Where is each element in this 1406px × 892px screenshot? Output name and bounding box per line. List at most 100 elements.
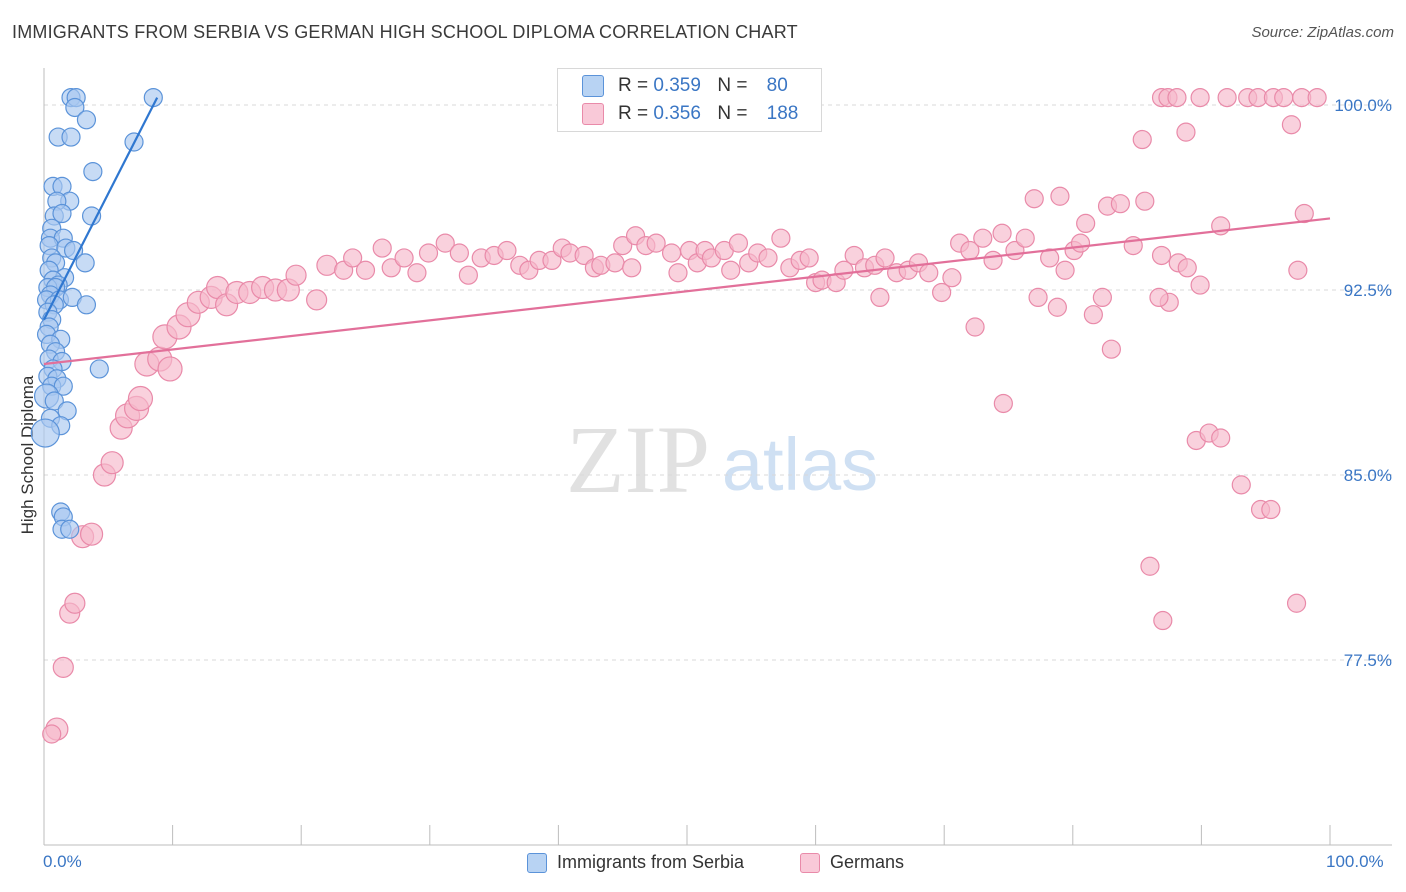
point-germans bbox=[1176, 122, 1196, 142]
point-germans bbox=[458, 265, 478, 285]
point-germans bbox=[1132, 129, 1152, 150]
watermark-zip: ZIP bbox=[566, 406, 710, 513]
point-germans bbox=[79, 522, 104, 546]
point-germans bbox=[983, 250, 1003, 270]
point-germans bbox=[1135, 191, 1155, 211]
point-germans bbox=[1076, 213, 1096, 233]
point-germans bbox=[316, 254, 338, 276]
point-germans bbox=[372, 238, 392, 258]
point-germans bbox=[1167, 87, 1187, 108]
point-serbia bbox=[89, 359, 109, 379]
trendline-serbia bbox=[43, 97, 159, 321]
legend-item-germans: Germans bbox=[800, 852, 904, 873]
point-germans bbox=[355, 260, 376, 280]
point-germans bbox=[285, 264, 307, 286]
point-germans bbox=[661, 243, 682, 263]
x-tick-label-min: 0.0% bbox=[43, 852, 82, 871]
point-germans bbox=[1288, 260, 1308, 280]
point-germans bbox=[127, 385, 154, 412]
point-germans bbox=[100, 451, 124, 475]
point-germans bbox=[1110, 194, 1130, 214]
point-germans bbox=[1028, 287, 1048, 307]
point-germans bbox=[622, 258, 642, 278]
y-tick-label: 77.5% bbox=[1344, 651, 1392, 670]
point-serbia bbox=[30, 418, 60, 448]
point-serbia bbox=[75, 253, 95, 273]
point-germans bbox=[993, 393, 1013, 414]
point-germans bbox=[613, 236, 633, 256]
point-germans bbox=[435, 233, 455, 253]
point-germans bbox=[407, 263, 427, 283]
point-germans bbox=[992, 223, 1012, 243]
point-serbia bbox=[76, 295, 97, 315]
point-germans bbox=[1274, 87, 1294, 108]
point-germans bbox=[721, 260, 741, 280]
point-serbia bbox=[76, 110, 97, 130]
point-serbia bbox=[52, 203, 72, 224]
source-label: Source: ZipAtlas.com bbox=[1251, 24, 1394, 41]
point-serbia bbox=[65, 97, 85, 118]
point-germans bbox=[157, 356, 183, 382]
point-serbia bbox=[83, 162, 103, 182]
y-tick-label: 85.0% bbox=[1344, 466, 1392, 485]
legend-item-serbia: Immigrants from Serbia bbox=[527, 852, 744, 873]
point-germans bbox=[1101, 339, 1121, 359]
point-germans bbox=[1286, 593, 1307, 613]
legend-r-value-serbia: 0.359 bbox=[653, 75, 701, 96]
point-germans bbox=[418, 243, 439, 263]
point-germans bbox=[942, 268, 962, 288]
point-germans bbox=[799, 248, 819, 268]
point-germans bbox=[1177, 258, 1197, 278]
point-germans bbox=[646, 233, 666, 253]
point-germans bbox=[1217, 87, 1237, 108]
legend-label-serbia: Immigrants from Serbia bbox=[557, 852, 745, 872]
legend-r-value-germans: 0.356 bbox=[653, 103, 701, 124]
watermark-atlas: atlas bbox=[722, 423, 878, 506]
legend-label-germans: Germans bbox=[830, 852, 905, 872]
legend-swatch-germans bbox=[582, 103, 604, 125]
point-germans bbox=[605, 253, 625, 273]
legend-n-value-germans: 188 bbox=[766, 103, 799, 124]
x-tick-label-max: 100.0% bbox=[1326, 852, 1384, 871]
point-germans bbox=[844, 245, 864, 266]
point-germans bbox=[497, 240, 517, 261]
point-germans bbox=[870, 287, 890, 307]
point-germans bbox=[449, 243, 469, 263]
legend-swatch-serbia bbox=[582, 75, 604, 97]
y-tick-label: 92.5% bbox=[1344, 281, 1392, 300]
point-germans bbox=[52, 656, 74, 679]
legend-n-label: N = bbox=[717, 103, 748, 124]
chart-title: IMMIGRANTS FROM SERBIA VS GERMAN HIGH SC… bbox=[12, 22, 798, 42]
point-germans bbox=[381, 258, 401, 278]
point-germans bbox=[1083, 305, 1103, 325]
point-germans bbox=[64, 592, 86, 614]
point-germans bbox=[1151, 245, 1172, 266]
point-germans bbox=[306, 289, 328, 311]
point-germans bbox=[932, 282, 952, 303]
legend-row-serbia: R = 0.359 N = 80 bbox=[582, 75, 788, 97]
trendline-germans bbox=[43, 217, 1331, 366]
point-germans bbox=[758, 248, 778, 268]
legend-r-label: R = bbox=[618, 75, 649, 96]
stats-legend: R = 0.359 N = 80 R = 0.356 N = 188 bbox=[557, 68, 822, 132]
point-germans bbox=[343, 248, 363, 268]
point-germans bbox=[1070, 233, 1091, 253]
point-germans bbox=[1050, 186, 1070, 206]
point-germans bbox=[394, 248, 414, 268]
point-germans bbox=[1190, 87, 1210, 108]
point-germans bbox=[1055, 260, 1075, 280]
point-germans bbox=[1015, 228, 1035, 248]
point-germans bbox=[574, 245, 594, 266]
point-germans bbox=[875, 248, 895, 268]
legend-swatch-serbia bbox=[527, 852, 547, 873]
point-serbia bbox=[60, 519, 80, 539]
point-germans bbox=[1040, 248, 1060, 268]
point-germans bbox=[1211, 428, 1231, 448]
point-germans bbox=[1047, 297, 1067, 317]
point-germans bbox=[1307, 87, 1327, 108]
point-germans bbox=[973, 228, 993, 248]
point-germans bbox=[42, 724, 62, 744]
point-germans bbox=[771, 228, 791, 248]
point-germans bbox=[919, 263, 939, 283]
